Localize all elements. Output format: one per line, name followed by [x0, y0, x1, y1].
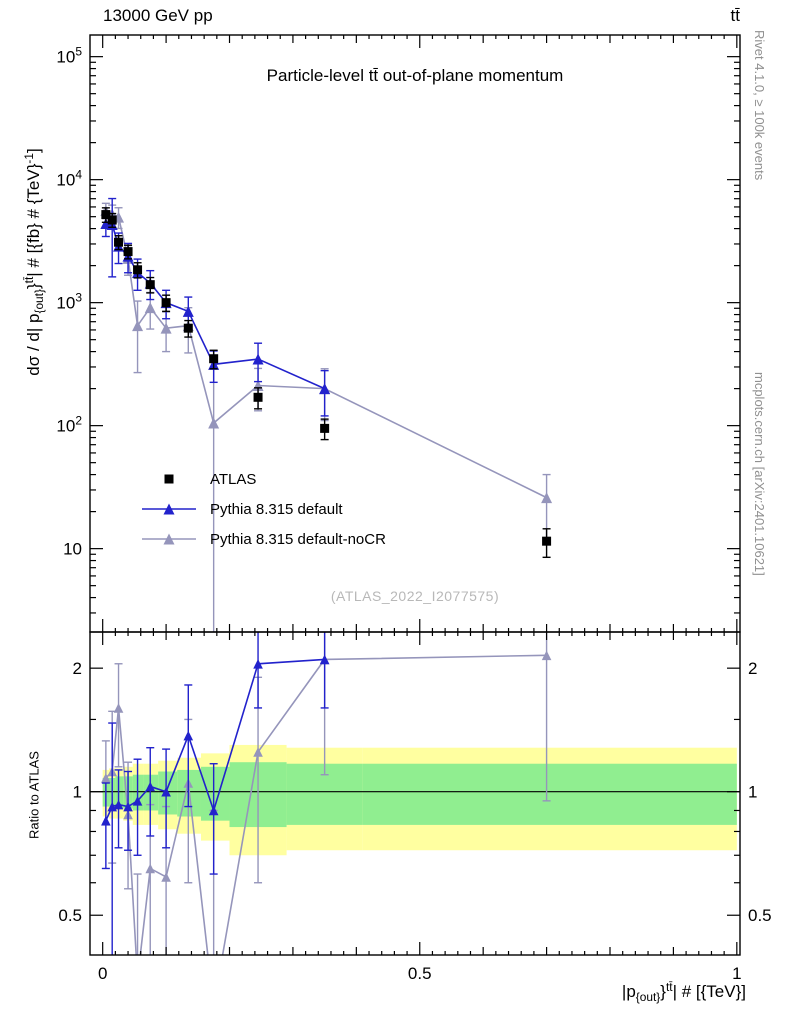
svg-text:10: 10 [63, 540, 82, 559]
axis-ticks [90, 35, 740, 955]
svg-text:1: 1 [73, 783, 82, 802]
svg-text:0.5: 0.5 [748, 906, 772, 925]
pythia-default-marker [140, 501, 198, 517]
axis-tick-labels: 10 102 103 104 105 0 0.5 1 0.5 0.5 1 1 2 2 [56, 45, 771, 983]
svg-text:103: 103 [56, 291, 82, 313]
legend: ATLAS Pythia 8.315 default Pythia 8.315 … [140, 464, 386, 554]
plot-title: Particle-level tt̄ out-of-plane momentum [266, 66, 564, 85]
svg-text:0.5: 0.5 [58, 906, 82, 925]
svg-text:2: 2 [748, 659, 757, 678]
ratio-series-pythia-default [101, 632, 330, 955]
rivet-version-note: Rivet 4.1.0, ≥ 100k events [752, 30, 767, 181]
analysis-id-watermark: (ATLAS_2022_I2077575) [330, 588, 500, 604]
svg-text:102: 102 [56, 414, 82, 436]
legend-label-pythia-nocr: Pythia 8.315 default-noCR [210, 530, 386, 548]
legend-item-pythia-nocr: Pythia 8.315 default-noCR [140, 524, 386, 554]
atlas-marker [140, 471, 198, 487]
legend-item-atlas: ATLAS [140, 464, 386, 494]
mcplots-reference-note: mcplots.cern.ch [arXiv:2401.10621] [752, 372, 767, 576]
legend-label-pythia-default: Pythia 8.315 default [210, 500, 343, 518]
svg-text:0: 0 [98, 964, 107, 983]
process-label: tt̄ [730, 6, 740, 25]
svg-text:2: 2 [73, 659, 82, 678]
svg-text:1: 1 [748, 783, 757, 802]
series-atlas [101, 207, 552, 559]
svg-text:105: 105 [56, 45, 82, 67]
legend-item-pythia-default: Pythia 8.315 default [140, 494, 386, 524]
ratio-y-axis-label: Ratio to ATLAS [26, 751, 42, 839]
pythia-nocr-marker [140, 531, 198, 547]
svg-text:104: 104 [56, 168, 82, 190]
legend-label-atlas: ATLAS [210, 470, 257, 488]
ratio-panel-frame [89, 631, 741, 956]
svg-text:1: 1 [732, 964, 741, 983]
main-y-axis-label: dσ / d| p{out}}tt̄| # [{fb} # {TeV}-1] [21, 148, 47, 376]
x-axis-label: |p{out}}tt̄| # [{TeV}] [621, 980, 746, 1005]
series-pythia-nocr [100, 202, 553, 632]
beam-energy-label: 13000 GeV pp [103, 6, 213, 25]
svg-text:0.5: 0.5 [408, 964, 432, 983]
